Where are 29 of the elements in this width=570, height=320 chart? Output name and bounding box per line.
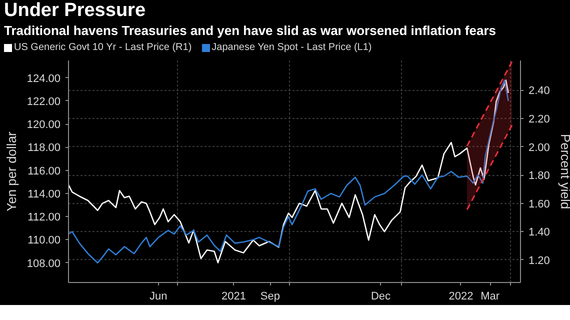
y-tick-label: 122.00 [26, 96, 61, 108]
line-series [68, 80, 509, 264]
chart-title: Under Pressure [4, 0, 147, 22]
x-tick-label: Mar [480, 290, 500, 302]
y-tick-label: 110.00 [28, 234, 60, 247]
x-tick-label: 2021 [222, 290, 246, 302]
x-tick-label: 2022 [448, 290, 474, 302]
y2-tick-label: 2.00 [528, 142, 550, 154]
x-tick-label: Jun [150, 290, 168, 302]
y-tick-label: 112.00 [28, 212, 60, 224]
y-axis-title: Yen per dollar [4, 130, 19, 212]
legend-label: Japanese Yen Spot - Last Price (L1) [212, 41, 372, 54]
y2-tick-label: 2.20 [528, 113, 550, 126]
y2-axis-title: Percent yield [558, 134, 570, 210]
y-tick-label: 116.00 [28, 165, 60, 178]
x-tick-label: Dec [370, 290, 392, 302]
y-tick-label: 124.00 [26, 72, 61, 85]
y-tick-label: 108.00 [26, 258, 61, 270]
y2-tick-label: 1.80 [528, 170, 550, 182]
y-tick-label: 114.00 [28, 188, 60, 200]
y2-tick-label: 1.60 [528, 198, 550, 210]
y2-tick-label: 2.40 [528, 85, 550, 98]
y-tick-label: 120.00 [26, 119, 61, 132]
y2-tick-label: 1.40 [528, 226, 550, 239]
y2-tick-label: 1.20 [528, 254, 550, 267]
x-tick-label: Sep [260, 290, 280, 302]
y-tick-label: 118.00 [28, 142, 60, 154]
chart-subtitle: Traditional havens Treasuries and yen have slid as war worsened inflation fears [4, 22, 496, 39]
legend-label: US Generic Govt 10 Yr - Last Price (R1) [14, 41, 192, 54]
